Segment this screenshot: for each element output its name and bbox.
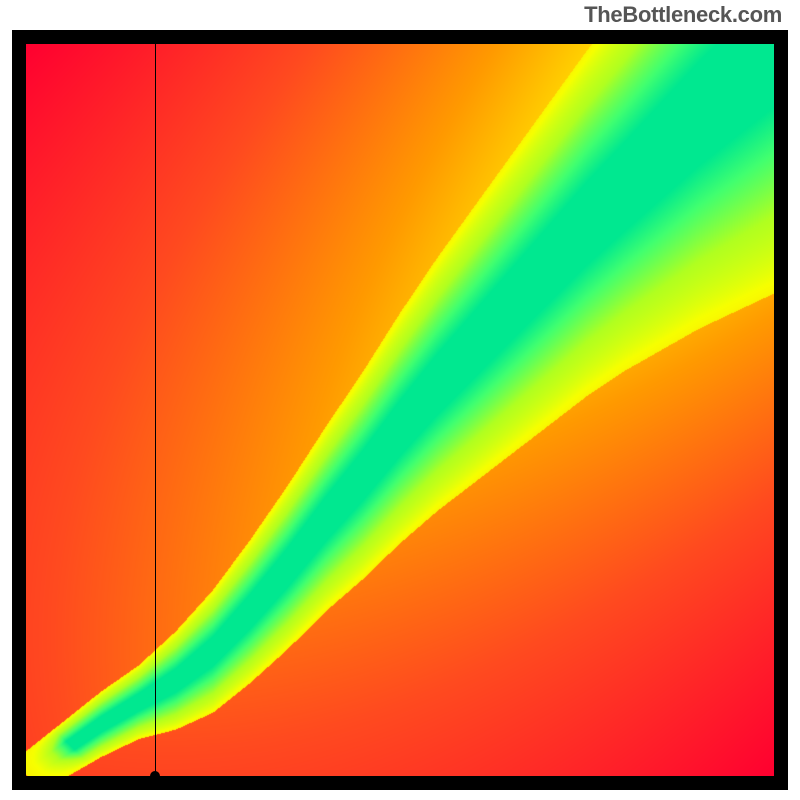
attribution-text: TheBottleneck.com xyxy=(584,2,782,28)
crosshair-vertical-line xyxy=(155,44,156,776)
heatmap-canvas xyxy=(26,44,774,776)
crosshair-dot xyxy=(150,771,160,781)
plot-frame xyxy=(12,30,788,790)
chart-container: TheBottleneck.com xyxy=(0,0,800,800)
